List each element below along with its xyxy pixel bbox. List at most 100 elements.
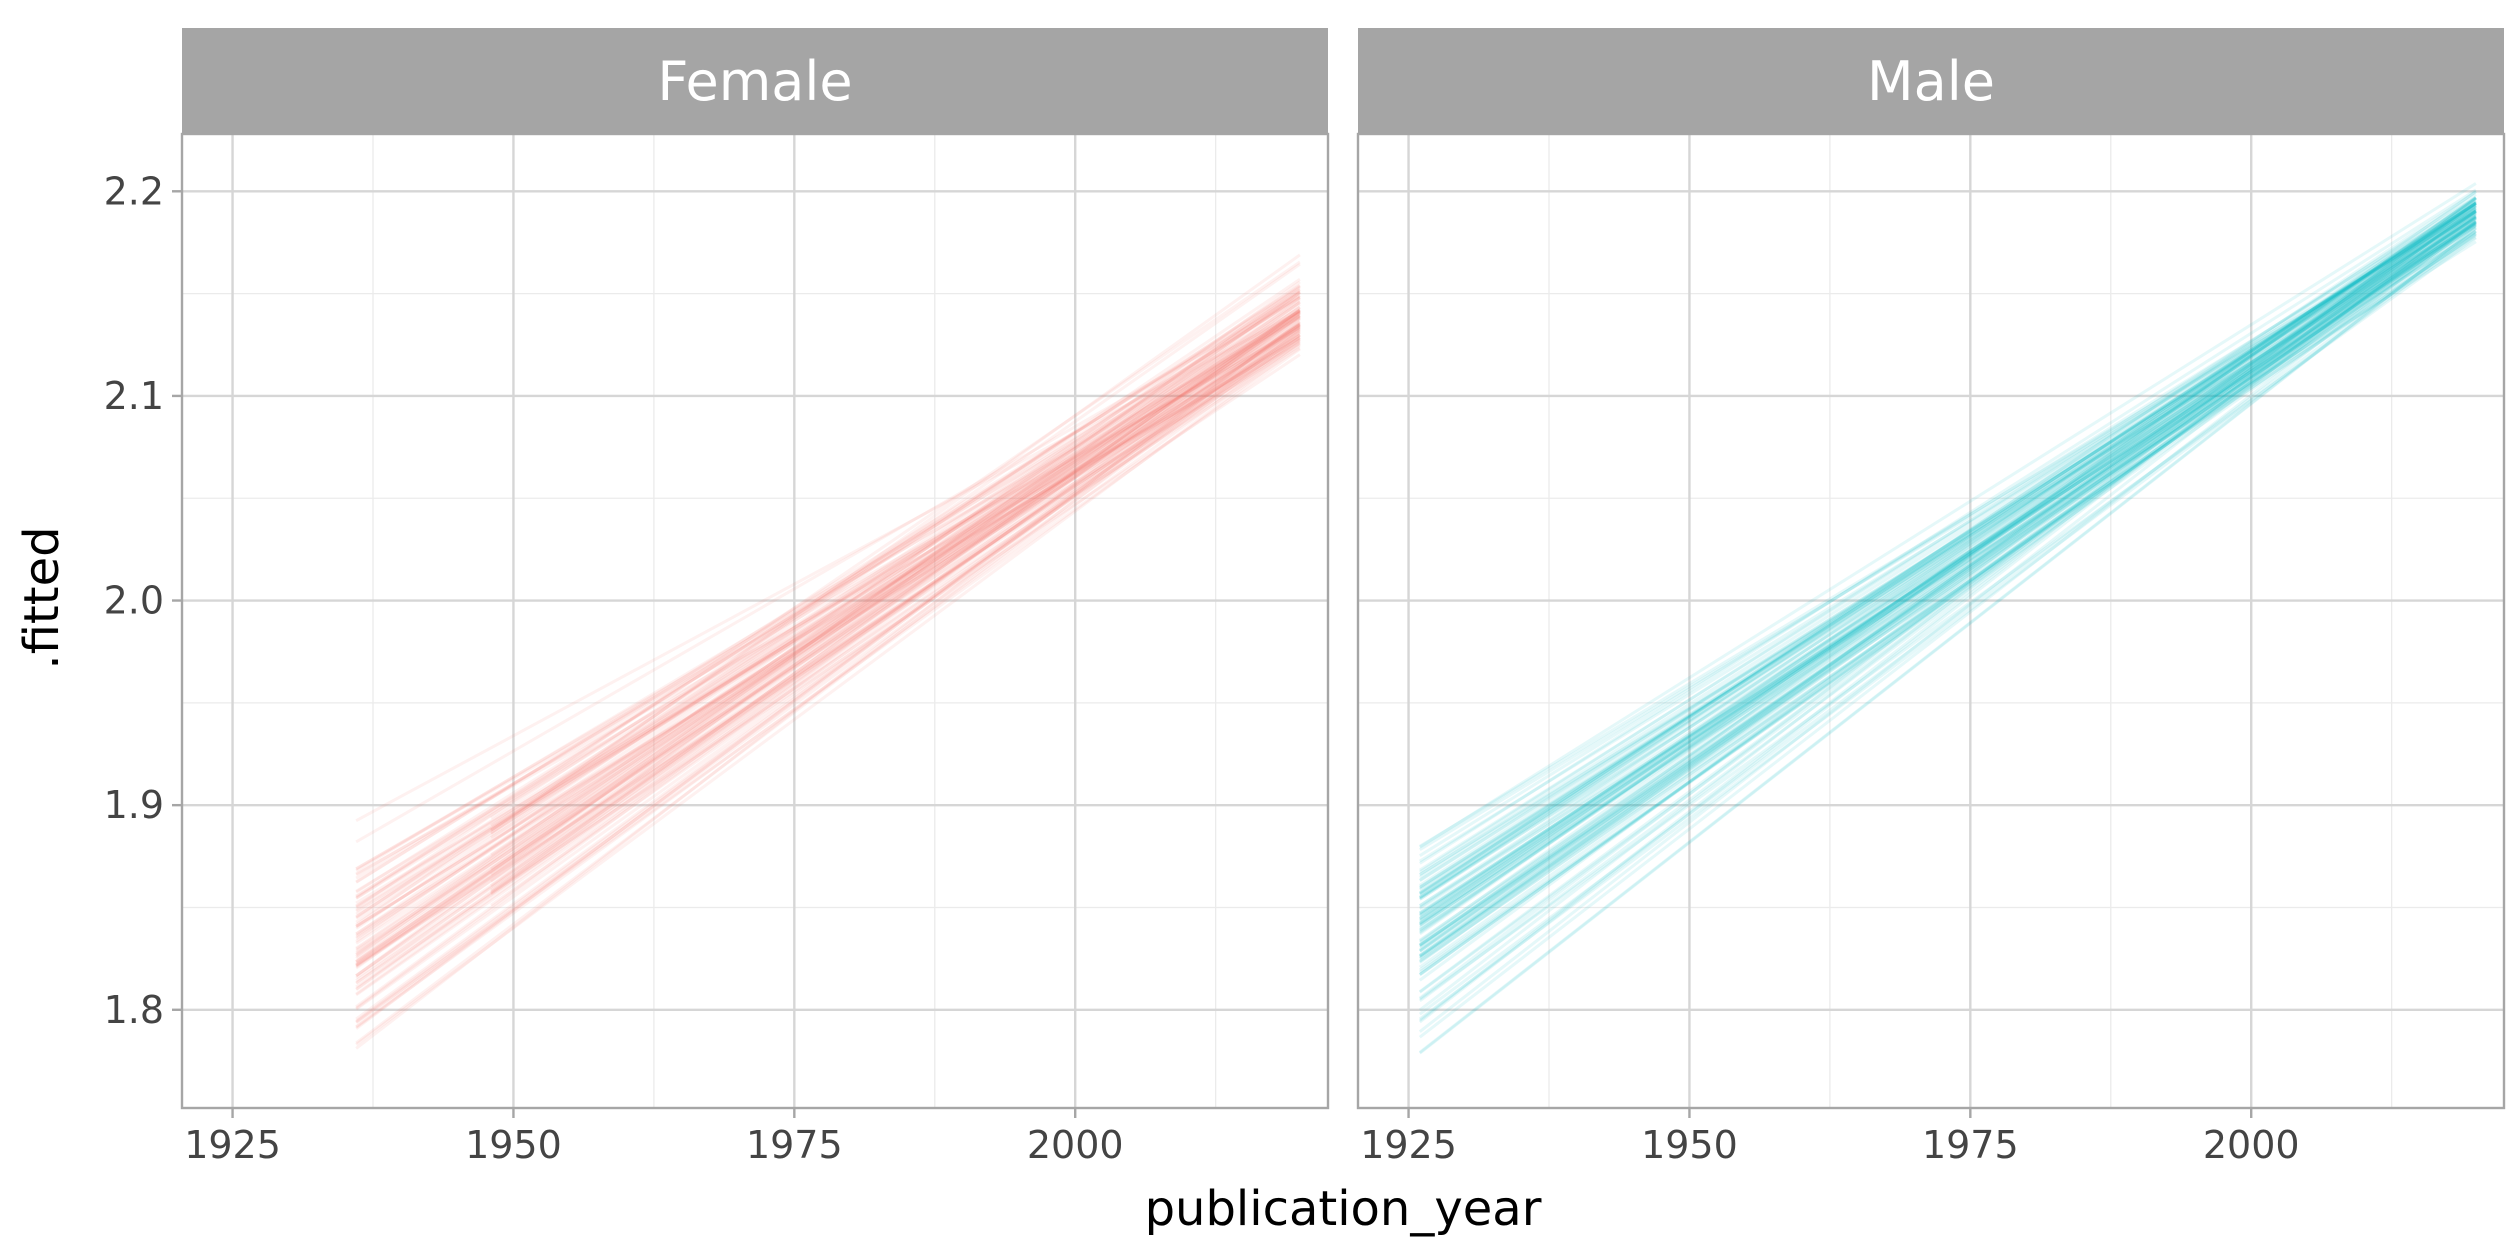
fitted-line	[1418, 233, 2477, 958]
fitted-line	[355, 296, 1301, 960]
fitted-line	[355, 317, 1301, 920]
fitted-line	[355, 341, 1301, 876]
fitted-line	[1418, 214, 2477, 947]
fitted-line	[490, 311, 1301, 892]
fitted-line	[490, 314, 1301, 832]
fitted-line	[355, 322, 1301, 967]
fitted-line	[490, 291, 1301, 888]
x-tick-label: 1950	[465, 1123, 562, 1167]
fitted-line	[1418, 226, 2477, 963]
fitted-line	[490, 323, 1301, 895]
fitted-line	[1418, 220, 2477, 946]
y-tick-label: 1.9	[104, 783, 164, 827]
fitted-line	[355, 338, 1301, 953]
fitted-line	[490, 309, 1301, 893]
fitted-line	[490, 301, 1301, 856]
fitted-line	[490, 283, 1301, 820]
fitted-line	[355, 331, 1301, 928]
x-tick-label: 1975	[1922, 1123, 2019, 1167]
y-tick-label: 2.0	[104, 579, 164, 623]
fitted-line	[355, 310, 1301, 908]
y-tick-label: 1.8	[104, 988, 164, 1032]
facet-strip	[182, 28, 1328, 134]
fitted-line	[355, 324, 1301, 964]
fitted-line	[1418, 205, 2477, 957]
fitted-line	[355, 311, 1301, 1008]
fitted-line	[1418, 190, 2477, 899]
fitted-line	[1418, 201, 2477, 909]
fitted-line	[355, 325, 1301, 877]
fitted-line	[1418, 206, 2477, 993]
fitted-line	[1418, 197, 2477, 1000]
fitted-line	[1418, 214, 2477, 895]
fitted-line	[1418, 234, 2477, 926]
fitted-line	[1418, 210, 2477, 889]
fitted-line	[1418, 216, 2477, 977]
fitted-line	[1418, 203, 2477, 887]
series-female	[355, 253, 1301, 1050]
fitted-line	[355, 303, 1301, 965]
fitted-line	[490, 308, 1301, 871]
fitted-line	[355, 314, 1301, 957]
x-tick-label: 2000	[1027, 1123, 1124, 1167]
fitted-line	[355, 309, 1301, 822]
fitted-line	[490, 291, 1301, 835]
fitted-line	[1418, 230, 2477, 899]
panel-female: Female	[180, 28, 1330, 1110]
fitted-line	[490, 344, 1301, 839]
fitted-line	[355, 330, 1301, 982]
fitted-line	[355, 327, 1301, 1021]
fitted-line	[1419, 207, 2477, 863]
fitted-line	[355, 312, 1301, 951]
fitted-line	[1418, 209, 2477, 944]
fitted-line	[1418, 240, 2477, 907]
panel-male: Male	[1356, 28, 2506, 1110]
fitted-line	[355, 326, 1301, 871]
fitted-line	[355, 325, 1301, 991]
fitted-line	[1418, 215, 2477, 911]
x-tick-label: 1925	[1360, 1123, 1457, 1167]
fitted-line	[355, 315, 1301, 871]
facet-strip-label: Female	[657, 50, 852, 113]
panel-background	[182, 134, 1328, 1108]
fitted-line	[355, 331, 1301, 980]
fitted-line	[1418, 209, 2477, 933]
fitted-line	[1419, 200, 2477, 857]
fitted-line	[355, 286, 1301, 899]
fitted-line	[355, 291, 1301, 970]
fitted-line	[355, 323, 1301, 939]
x-axis: 1925 1950 1975 2000 1925 1950 1975 2000	[184, 1108, 2300, 1167]
fitted-line	[1418, 197, 2477, 936]
fitted-line	[355, 311, 1301, 898]
fitted-line	[1418, 201, 2477, 895]
fitted-line	[490, 338, 1301, 907]
x-tick-label: 2000	[2203, 1123, 2300, 1167]
fitted-line	[1418, 197, 2477, 920]
fitted-line	[355, 327, 1301, 928]
fitted-line	[1418, 220, 2477, 916]
fitted-line	[355, 322, 1301, 893]
fitted-line	[1418, 214, 2477, 927]
fitted-line	[1418, 220, 2477, 976]
x-tick-label: 1950	[1641, 1123, 1738, 1167]
fitted-line	[1418, 210, 2477, 899]
fitted-line	[1418, 215, 2477, 994]
fitted-line	[1418, 220, 2477, 1039]
fitted-line	[490, 333, 1301, 883]
fitted-line	[355, 260, 1301, 910]
fitted-line	[1419, 222, 2477, 876]
fitted-line	[1418, 216, 2477, 942]
fitted-line	[1418, 211, 2477, 879]
fitted-line	[355, 346, 1301, 967]
fitted-line	[1418, 236, 2477, 1001]
fitted-line	[1418, 216, 2477, 916]
fitted-line	[1418, 224, 2477, 921]
fitted-line	[1418, 190, 2477, 953]
fitted-line	[1418, 209, 2477, 882]
fitted-line	[1419, 209, 2477, 851]
fitted-line	[355, 296, 1301, 884]
fitted-line	[355, 320, 1301, 1030]
fitted-line	[355, 339, 1301, 969]
fitted-line	[355, 314, 1301, 900]
